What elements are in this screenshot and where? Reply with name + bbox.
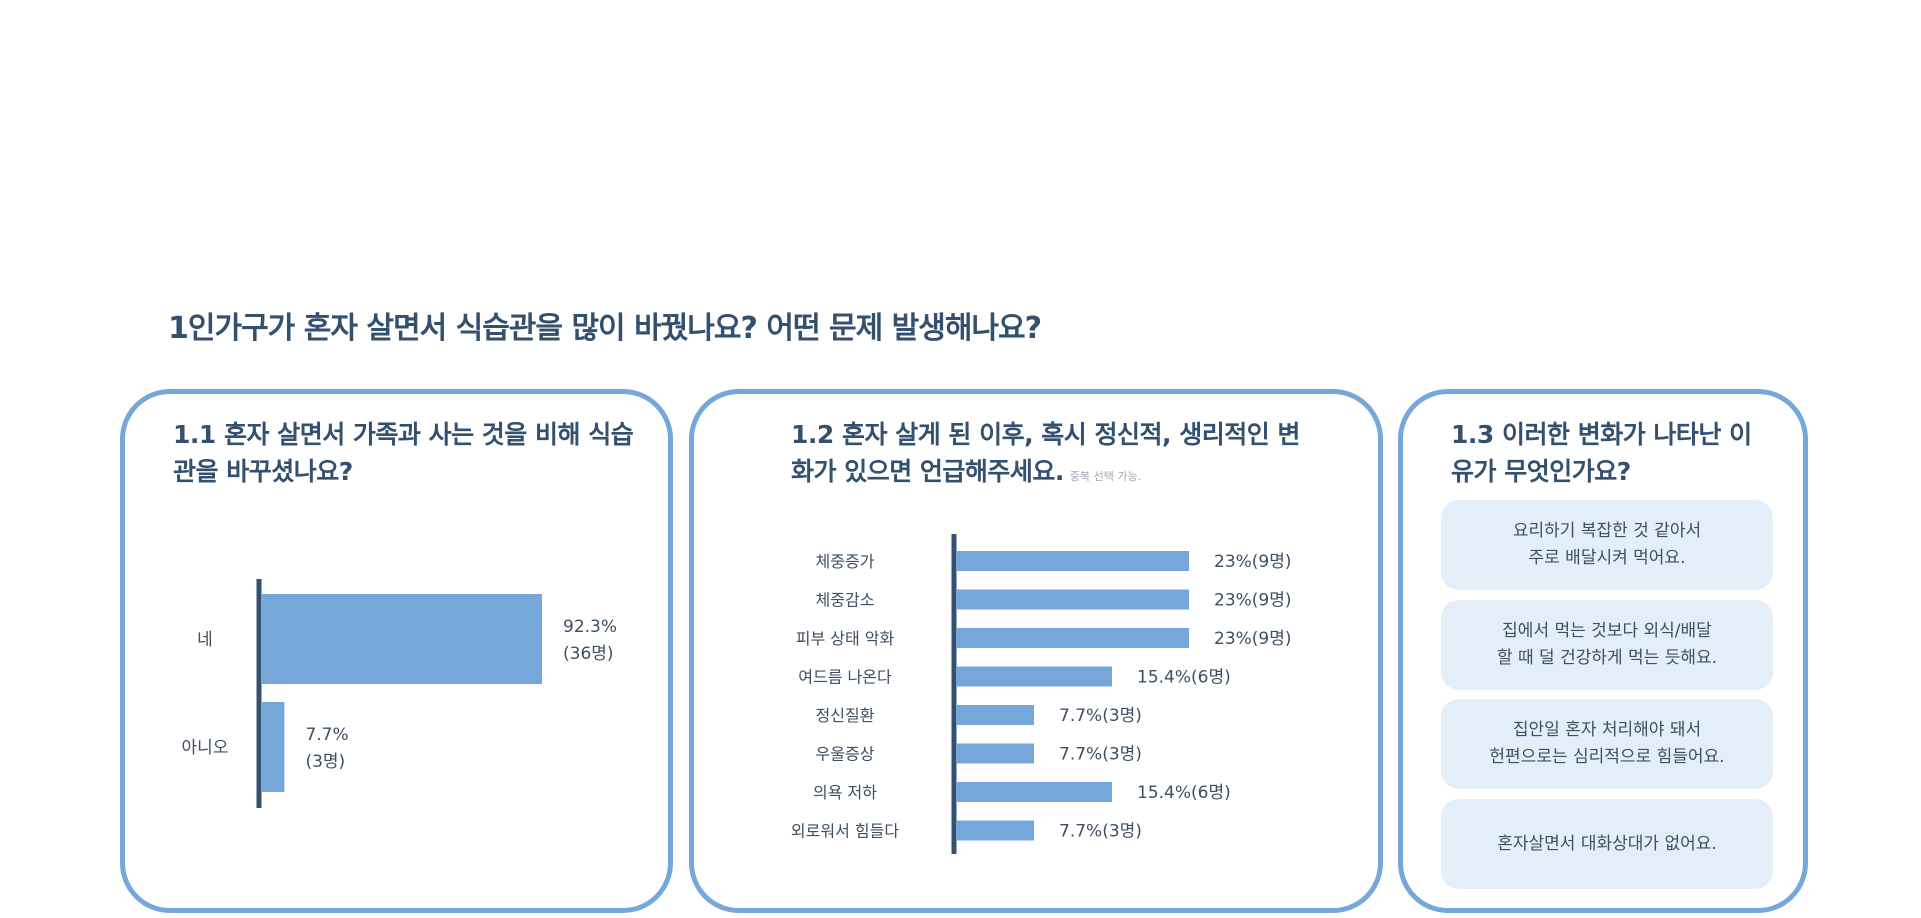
question-1-title: 1.1 혼자 살면서 가족과 사는 것을 비해 식습 관을 바꾸셨나요? [173,416,634,490]
bar-4 [956,705,1035,725]
reason-box: 혼자살면서 대화상대가 없어요. [1441,799,1773,889]
category-label: 피부 상태 악화 [796,629,895,648]
value-label: 7.7%(3명) [1059,822,1142,842]
bar-1 [261,702,285,792]
category-label: 네 [197,630,213,650]
question-1-title-line1: 1.1 혼자 살면서 가족과 사는 것을 비해 식습 [173,420,634,449]
question-3-title-line1: 1.3 이러한 변화가 나타난 이 [1451,420,1752,449]
question-2-card: 1.2 혼자 살게 된 이후, 혹시 정신적, 생리적인 변 화가 있으면 언급… [689,389,1383,913]
value-label: 15.4%(6명) [1137,783,1231,803]
question-1-title-line2: 관을 바꾸셨나요? [173,457,353,486]
category-label: 체중증가 [816,552,875,571]
question-2-title-line2: 화가 있으면 언급해주세요. [791,457,1064,486]
question-2-title-line1: 1.2 혼자 살게 된 이후, 혹시 정신적, 생리적인 변 [791,420,1300,449]
category-label: 체중감소 [816,591,875,610]
value-label: 7.7%(3명) [1059,745,1142,765]
reason-box: 요리하기 복잡한 것 같아서 주로 배달시켜 먹어요. [1441,500,1773,590]
reason-box: 집안일 혼자 처리해야 돼서 헌편으로는 심리적으로 힘들어요. [1441,699,1773,789]
value-label: 23%(9명) [1214,591,1292,611]
value-label: 23%(9명) [1214,552,1292,572]
category-label: 아니오 [182,738,229,758]
question-3-card: 1.3 이러한 변화가 나타난 이 유가 무엇인가요? 요리하기 복잡한 것 같… [1398,389,1808,913]
question-2-title: 1.2 혼자 살게 된 이후, 혹시 정신적, 생리적인 변 화가 있으면 언급… [791,416,1300,495]
value-label: 23%(9명) [1214,629,1292,649]
bar-0 [261,594,542,684]
multi-select-note: 중복 선택 가능. [1069,470,1142,483]
bar-6 [956,782,1113,802]
reason-box: 집에서 먹는 것보다 외식/배달 할 때 덜 건강하게 먹는 듯해요. [1441,600,1773,690]
category-label: 우울증상 [816,745,875,764]
question-3-title-line2: 유가 무엇인가요? [1451,457,1631,486]
bar-1 [956,589,1189,610]
category-label: 여드름 나온다 [798,668,892,687]
bar-2 [956,628,1189,648]
bar-5 [956,743,1035,764]
category-label: 외로워서 힘들다 [791,822,899,841]
value-label: 7.7% [305,725,348,745]
count-label: (3명) [305,752,345,772]
question-1-bar-chart: 네 92.3% (36명) 아니오 7.7% (3명) [182,579,617,808]
value-label: 92.3% [563,617,617,637]
value-label: 7.7%(3명) [1059,706,1142,726]
question-2-bar-chart: 체중증가 23%(9명) 체중감소 23%(9명) 피부 상태 악화 23%(9명) 여드름… [791,534,1292,854]
bar-0 [956,551,1189,571]
question-3-title: 1.3 이러한 변화가 나타난 이 유가 무엇인가요? [1451,416,1752,490]
bar-3 [956,666,1113,687]
bar-7 [956,820,1035,841]
question-1-card: 1.1 혼자 살면서 가족과 사는 것을 비해 식습 관을 바꾸셨나요? 네 92… [120,389,673,913]
value-label: 15.4%(6명) [1137,668,1231,688]
page-title: 1인가구가 혼자 살면서 식습관을 많이 바꿨나요? 어떤 문제 발생해나요? [168,311,1042,346]
category-label: 의욕 저하 [813,783,877,802]
category-label: 정신질환 [816,706,875,725]
count-label: (36명) [563,644,614,664]
